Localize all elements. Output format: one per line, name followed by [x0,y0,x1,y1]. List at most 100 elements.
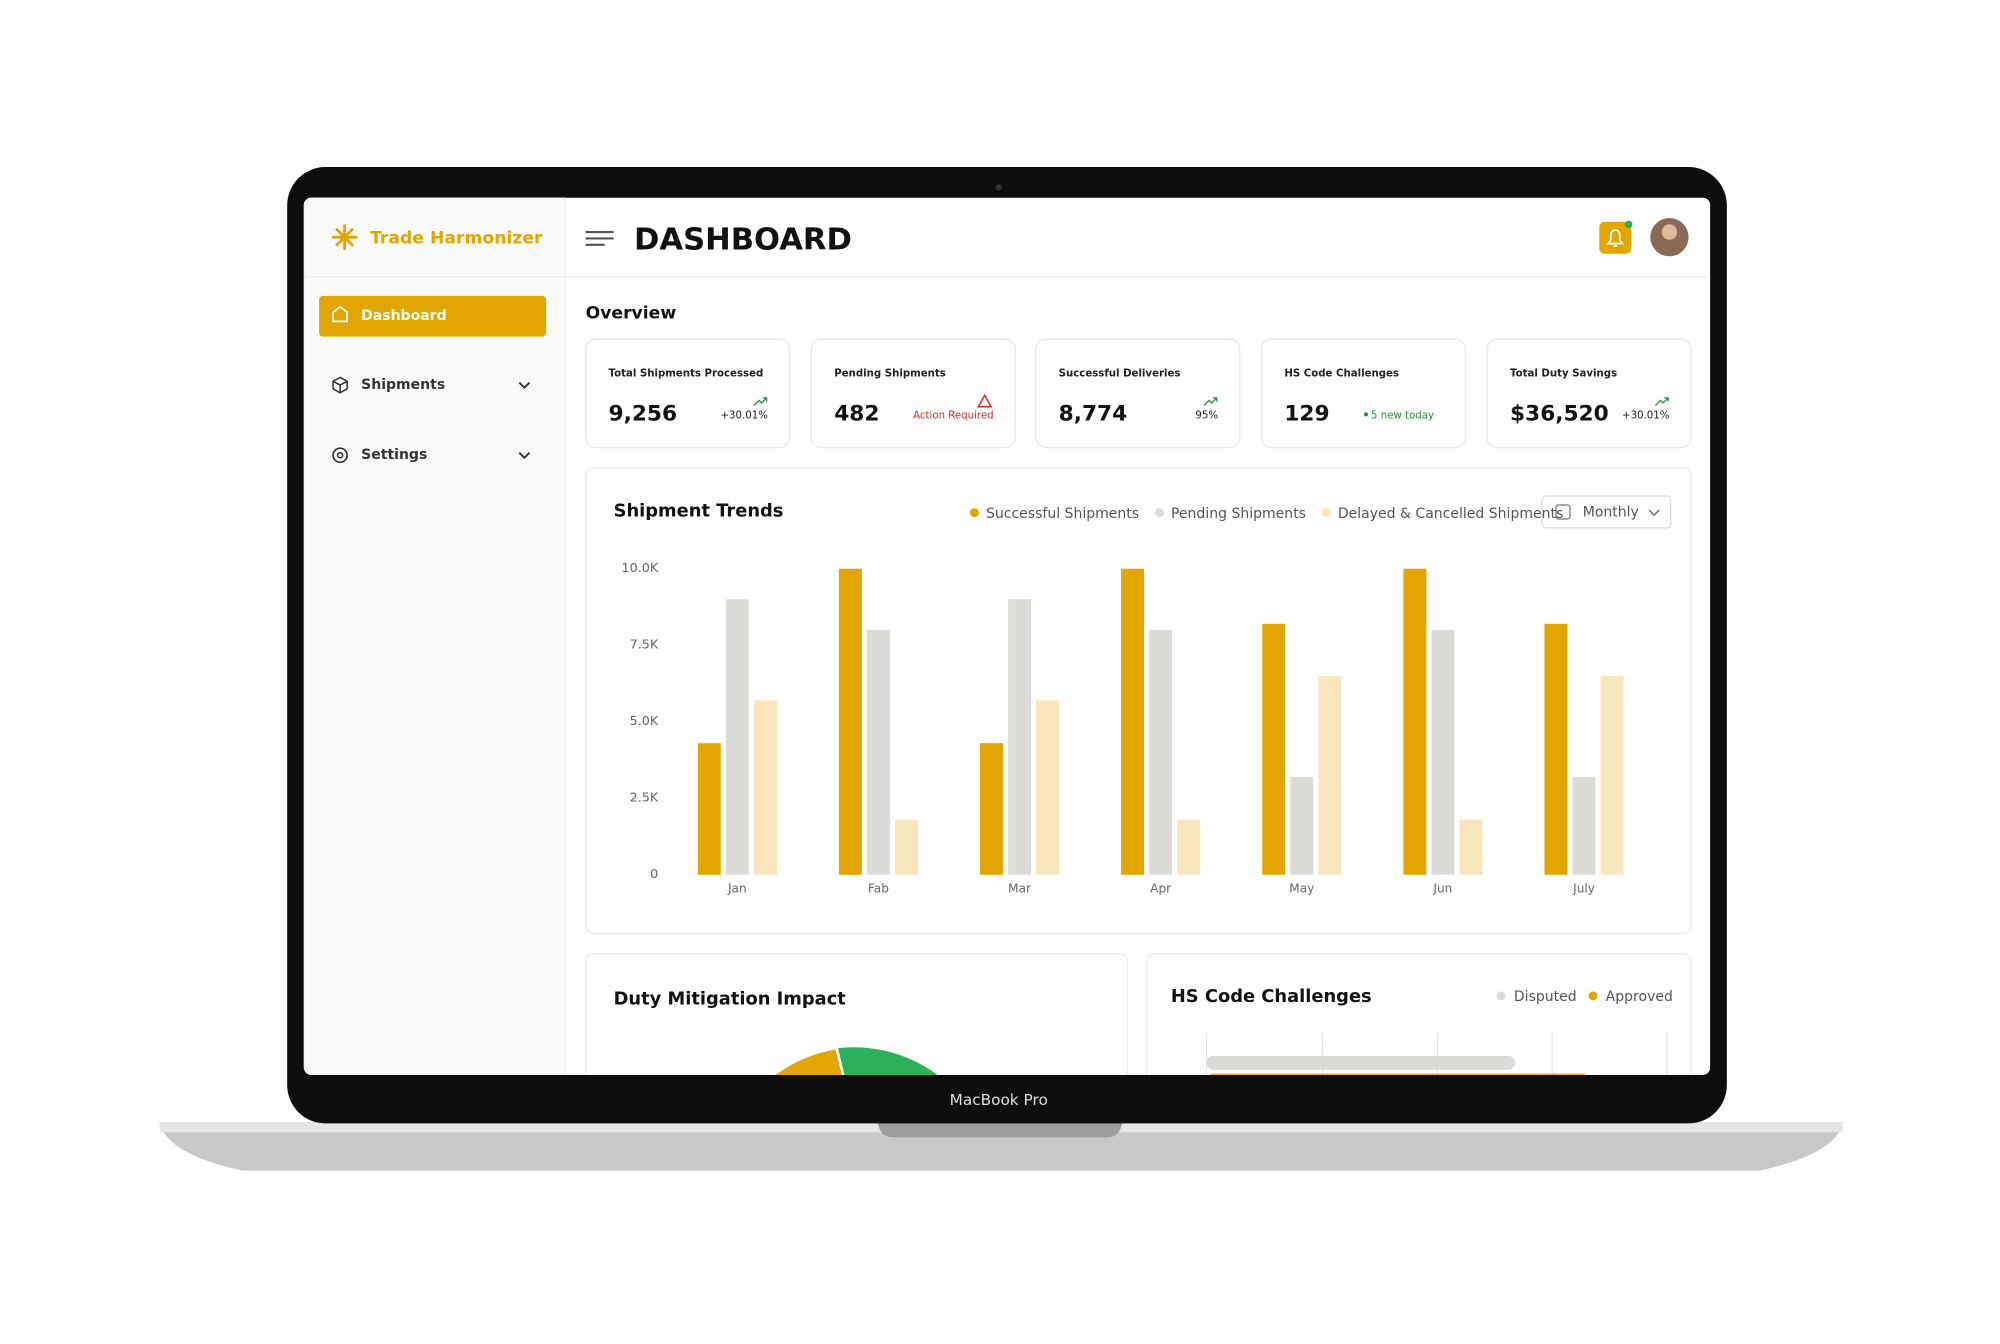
kpi-value: 129 [1284,401,1329,426]
kpi-card [1260,338,1467,449]
bar[interactable] [895,819,918,875]
brand: Trade Harmonizer [370,228,543,248]
nav-active[interactable] [319,295,547,337]
avatar-face [1661,224,1678,240]
bar[interactable] [1290,776,1314,875]
kpi-card [584,338,791,449]
legend-label: Disputed [1514,989,1577,1005]
notification-button[interactable] [1599,221,1632,254]
chevron[interactable] [518,381,531,389]
y-tick-label: 7.5K [630,638,659,653]
device-label: MacBook Pro [950,1091,1048,1109]
y-tick-label: 2.5K [630,791,659,806]
kpi-card [1035,338,1241,449]
legend-dot [1155,508,1164,518]
bar[interactable] [725,599,749,875]
bar[interactable] [1008,599,1032,875]
bar[interactable] [697,743,721,875]
bar[interactable] [1318,675,1342,875]
bar[interactable] [1403,568,1427,875]
legend-dot [1588,991,1598,1001]
bell-icon [1606,229,1624,247]
bar[interactable] [1177,819,1201,875]
bar[interactable] [1544,623,1568,875]
kpi-note: +30.01% [1622,411,1670,422]
trend-icon [1203,397,1218,406]
hs-card [1146,953,1692,1075]
x-tick-label: July [1572,881,1595,895]
kpi-title: HS Code Challenges [1284,369,1399,380]
logo [331,224,358,251]
bar[interactable] [838,568,862,875]
kpi-cards: Total Shipments Processed 9,256 +30.01% Pen… [584,338,1692,449]
nav-item[interactable]: Shipments [361,377,445,393]
kpi-title: Successful Deliveries [1059,369,1181,380]
card-title: Duty Mitigation Impact [614,989,847,1010]
bar[interactable] [1149,629,1173,875]
sidebar [303,197,566,1075]
period-label[interactable]: Monthly [1583,505,1639,521]
legend-dot [1496,991,1506,1001]
bar[interactable] [1600,675,1624,875]
chevron[interactable] [518,451,531,460]
bar[interactable] [1459,819,1483,875]
legend-dot [1321,508,1331,518]
bar[interactable] [1262,623,1286,875]
x-tick-label: Jan [727,881,747,895]
box-icon [332,376,348,394]
x-tick-label: Apr [1150,881,1171,895]
kpi-note: 95% [1195,411,1218,422]
bar-chart: 0 2.5K 5.0K 7.5K 10.0K Successful Shipments Pe… [622,506,1624,895]
legend-label: Pending Shipments [1171,506,1306,522]
alert-icon [977,393,993,408]
page-title: DASHBOARD [634,223,852,258]
laptop-notch [877,1122,1123,1138]
donut-segment [775,1049,842,1075]
bar[interactable] [1572,776,1596,875]
kpi-title: Total Shipments Processed [609,369,764,380]
kpi-value: 8,774 [1059,401,1128,426]
period-select[interactable] [1541,495,1672,529]
bar[interactable] [980,743,1003,875]
legend-label: Approved [1606,989,1673,1005]
kpi-value: 9,256 [609,401,678,426]
bar[interactable] [753,700,777,875]
bar[interactable] [866,629,890,875]
legend-label: Delayed & Cancelled Shipments [1338,506,1563,522]
nav-item[interactable]: Dashboard [361,308,446,324]
kpi-note: 5 new today [1371,411,1434,422]
home-icon [332,305,349,323]
chevron[interactable] [1648,509,1660,517]
camera [995,184,1002,191]
kpi-note: Action Required [913,411,993,422]
bar[interactable] [1036,700,1060,875]
kpi-card [1486,338,1692,449]
y-tick-label: 5.0K [630,714,659,729]
kpi-card [810,338,1016,449]
laptop-base [159,1122,1843,1171]
section-title: Overview [586,304,677,324]
x-tick-label: Jun [1432,881,1452,895]
card-title: HS Code Challenges [1171,986,1372,1007]
kpi-title: Total Duty Savings [1510,369,1617,380]
hs-bar [1206,1055,1516,1070]
y-tick-label: 10.0K [622,561,659,576]
nav-item[interactable]: Settings [361,447,427,463]
bar[interactable] [1431,629,1455,875]
legend-dot [970,508,979,518]
chart-title: Shipment Trends [614,500,784,521]
kpi-note: +30.01% [721,411,769,422]
kpi-value: 482 [834,401,879,426]
x-tick-label: May [1289,881,1314,895]
trend-icon [753,397,768,406]
x-tick-label: Mar [1008,881,1031,895]
status-dot [1363,412,1369,417]
duty-card [584,953,1129,1075]
trend-icon [1654,397,1669,406]
gear-icon-core [336,451,344,459]
calendar-icon [1555,504,1571,520]
menu-icon[interactable] [585,231,614,246]
bar[interactable] [1121,568,1145,875]
legend-label: Successful Shipments [986,506,1139,522]
gear-icon [332,447,348,464]
